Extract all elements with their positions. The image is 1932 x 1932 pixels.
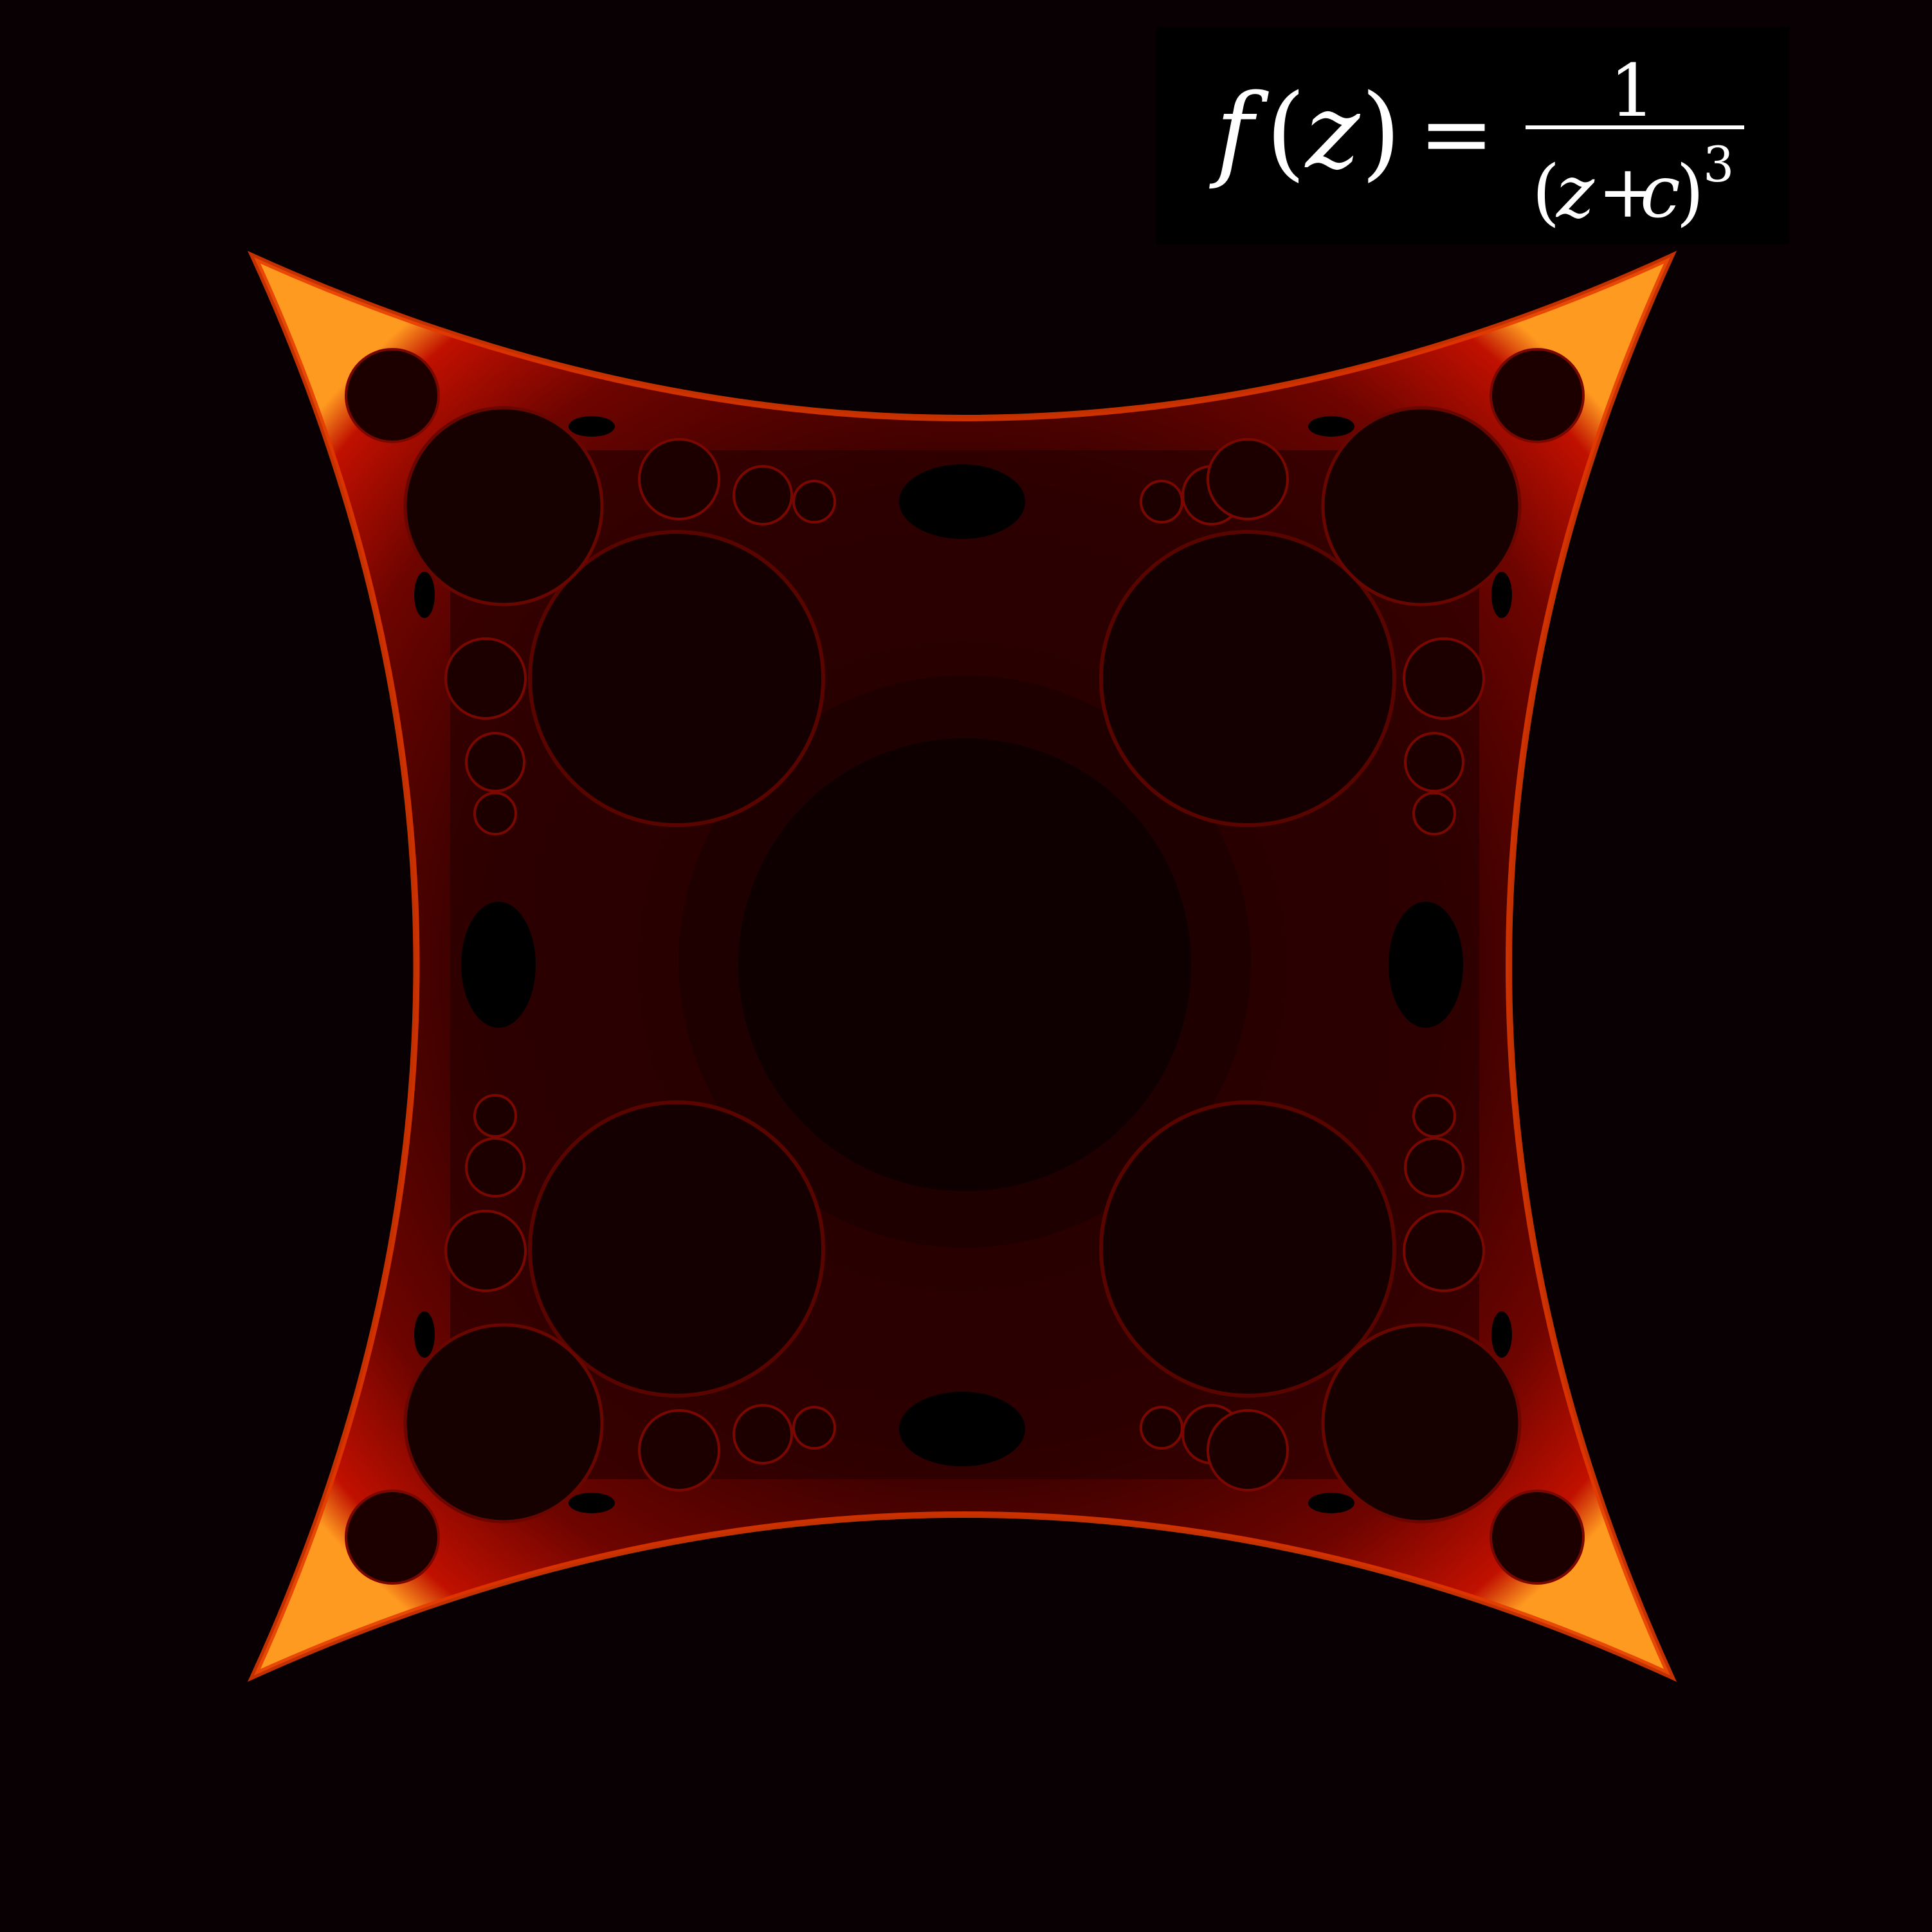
tiny-basins [414,416,1512,1513]
large-disk-top-right [1099,530,1396,827]
formula-den-z: z [1555,150,1595,234]
basin-right [1389,902,1463,1028]
corner-disk-bottom-right [1321,1323,1522,1524]
formula-fraction-bar [1526,125,1744,129]
formula-lhs-variable: z [1304,71,1361,192]
formula-den-close-paren: ) [1676,150,1704,234]
formula-panel: f ( z ) = 1 ( z + c ) 3 [1156,27,1789,244]
small-disks [345,348,1585,1585]
formula-exponent: 3 [1703,136,1734,193]
central-disk [738,738,1191,1191]
formula-function-name: f [1209,71,1269,192]
formula-lhs-close-paren: ) [1361,71,1401,192]
set-edge-glow [247,250,1677,1682]
corner-disk-top-right [1321,406,1522,606]
formula-den-c: c [1640,150,1681,234]
formula-den-open-paren: ( [1532,150,1560,234]
large-disk-bottom-left [528,1100,825,1398]
basin-top [899,464,1025,539]
large-disk-bottom-right [1099,1100,1396,1398]
formula-den-plus: + [1598,150,1658,234]
large-disk-top-left [528,530,825,827]
formula-lhs-open-paren: ( [1266,71,1306,192]
formula-numerator: 1 [1609,50,1655,133]
formula-equals-sign: = [1419,82,1494,187]
formula: f ( z ) = 1 ( z + c ) 3 [1209,50,1744,234]
basin-left [461,902,536,1028]
basin-bottom [899,1392,1025,1466]
corner-disk-top-left [403,406,604,606]
corner-disk-bottom-left [403,1323,604,1524]
